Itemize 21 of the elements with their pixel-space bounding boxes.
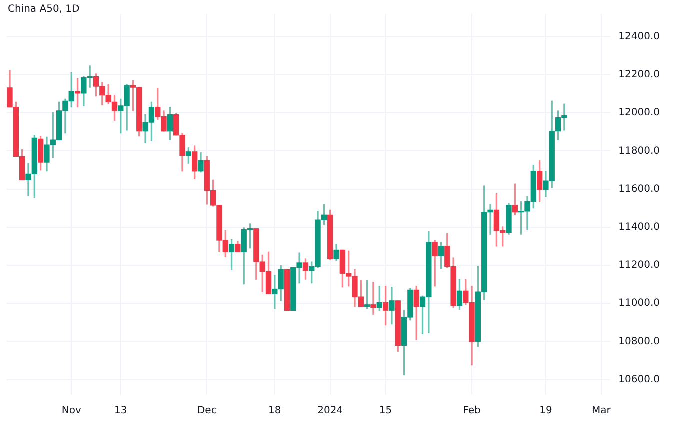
x-tick-label: 18 <box>268 406 282 417</box>
x-tick-label: 15 <box>379 406 392 417</box>
y-tick-label: 12000.0 <box>618 108 660 119</box>
x-tick-label: Mar <box>592 406 612 417</box>
y-tick-label: 10600.0 <box>618 374 660 386</box>
y-tick-label: 12400.0 <box>618 31 660 42</box>
y-tick-label: 11200.0 <box>618 260 660 272</box>
y-tick-label: 12200.0 <box>618 70 660 81</box>
y-tick-label: 11000.0 <box>618 298 660 310</box>
x-tick-label: 13 <box>114 406 128 417</box>
x-tick-label: Nov <box>62 406 82 417</box>
x-tick-label: Feb <box>463 406 481 417</box>
y-tick-label: 11600.0 <box>618 184 660 195</box>
x-tick-label: 2024 <box>318 406 344 417</box>
chart-title: China A50, 1D <box>8 4 80 15</box>
y-tick-label: 10800.0 <box>618 336 660 348</box>
y-tick-label: 11400.0 <box>618 222 660 233</box>
x-tick-label: 19 <box>540 406 552 417</box>
candlestick <box>370 282 376 315</box>
y-tick-label: 11800.0 <box>618 146 660 157</box>
x-tick-label: Dec <box>197 406 217 417</box>
